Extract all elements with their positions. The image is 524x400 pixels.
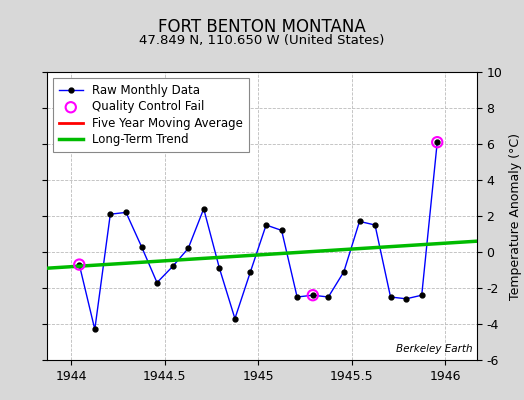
Raw Monthly Data [247,270,254,274]
Raw Monthly Data [92,327,98,332]
Raw Monthly Data [123,210,129,215]
Raw Monthly Data [216,266,223,270]
Raw Monthly Data [434,140,440,144]
Text: 47.849 N, 110.650 W (United States): 47.849 N, 110.650 W (United States) [139,34,385,47]
Quality Control Fail [75,262,83,268]
Raw Monthly Data [76,262,82,267]
Legend: Raw Monthly Data, Quality Control Fail, Five Year Moving Average, Long-Term Tren: Raw Monthly Data, Quality Control Fail, … [53,78,249,152]
Y-axis label: Temperature Anomaly (°C): Temperature Anomaly (°C) [509,132,522,300]
Raw Monthly Data [263,222,269,227]
Line: Raw Monthly Data: Raw Monthly Data [77,140,440,332]
Raw Monthly Data [387,294,394,299]
Quality Control Fail [433,139,441,145]
Text: Berkeley Earth: Berkeley Earth [396,344,473,354]
Text: FORT BENTON MONTANA: FORT BENTON MONTANA [158,18,366,36]
Raw Monthly Data [107,212,114,217]
Raw Monthly Data [138,244,145,249]
Raw Monthly Data [154,280,160,285]
Raw Monthly Data [419,293,425,298]
Raw Monthly Data [325,294,332,299]
Quality Control Fail [309,292,317,298]
Raw Monthly Data [310,293,316,298]
Raw Monthly Data [356,219,363,224]
Raw Monthly Data [232,316,238,321]
Raw Monthly Data [185,246,191,251]
Raw Monthly Data [403,296,409,301]
Raw Monthly Data [294,294,300,299]
Raw Monthly Data [201,206,207,211]
Raw Monthly Data [372,222,378,227]
Raw Monthly Data [170,264,176,269]
Raw Monthly Data [278,228,285,233]
Raw Monthly Data [341,270,347,274]
